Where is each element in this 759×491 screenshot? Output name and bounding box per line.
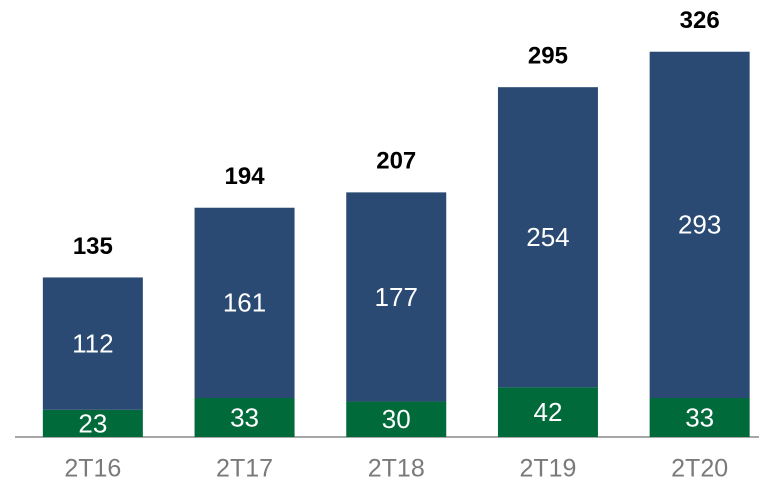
total-label: 295 bbox=[528, 43, 568, 70]
total-label: 326 bbox=[680, 7, 720, 34]
bar-segment bbox=[346, 192, 447, 402]
total-label: 207 bbox=[376, 148, 416, 175]
segment-label: 293 bbox=[678, 210, 721, 240]
segment-label: 23 bbox=[78, 408, 107, 438]
segment-label: 33 bbox=[685, 402, 714, 432]
total-label: 194 bbox=[225, 163, 266, 190]
segment-label: 42 bbox=[533, 397, 562, 427]
bar-segment bbox=[497, 87, 598, 388]
bar-segment bbox=[649, 398, 750, 437]
bar-segment bbox=[194, 398, 295, 437]
x-tick-label: 2T19 bbox=[519, 455, 576, 483]
bar-segment bbox=[649, 51, 750, 399]
bar-segment bbox=[346, 401, 447, 437]
segment-label: 161 bbox=[223, 288, 266, 318]
bar-segment bbox=[194, 207, 295, 398]
segment-label: 254 bbox=[526, 222, 569, 252]
x-tick-label: 2T17 bbox=[216, 455, 273, 483]
segment-label: 30 bbox=[382, 404, 411, 434]
segment-label: 112 bbox=[72, 329, 113, 359]
x-tick-label: 2T16 bbox=[64, 455, 121, 483]
segment-label: 177 bbox=[375, 282, 418, 312]
x-tick-label: 2T18 bbox=[368, 455, 425, 483]
total-label: 135 bbox=[73, 233, 113, 260]
bar-segment bbox=[42, 277, 143, 410]
bar-segment bbox=[497, 387, 598, 437]
bar-segment bbox=[42, 409, 143, 437]
x-tick-label: 2T20 bbox=[671, 455, 728, 483]
segment-label: 33 bbox=[230, 402, 259, 432]
